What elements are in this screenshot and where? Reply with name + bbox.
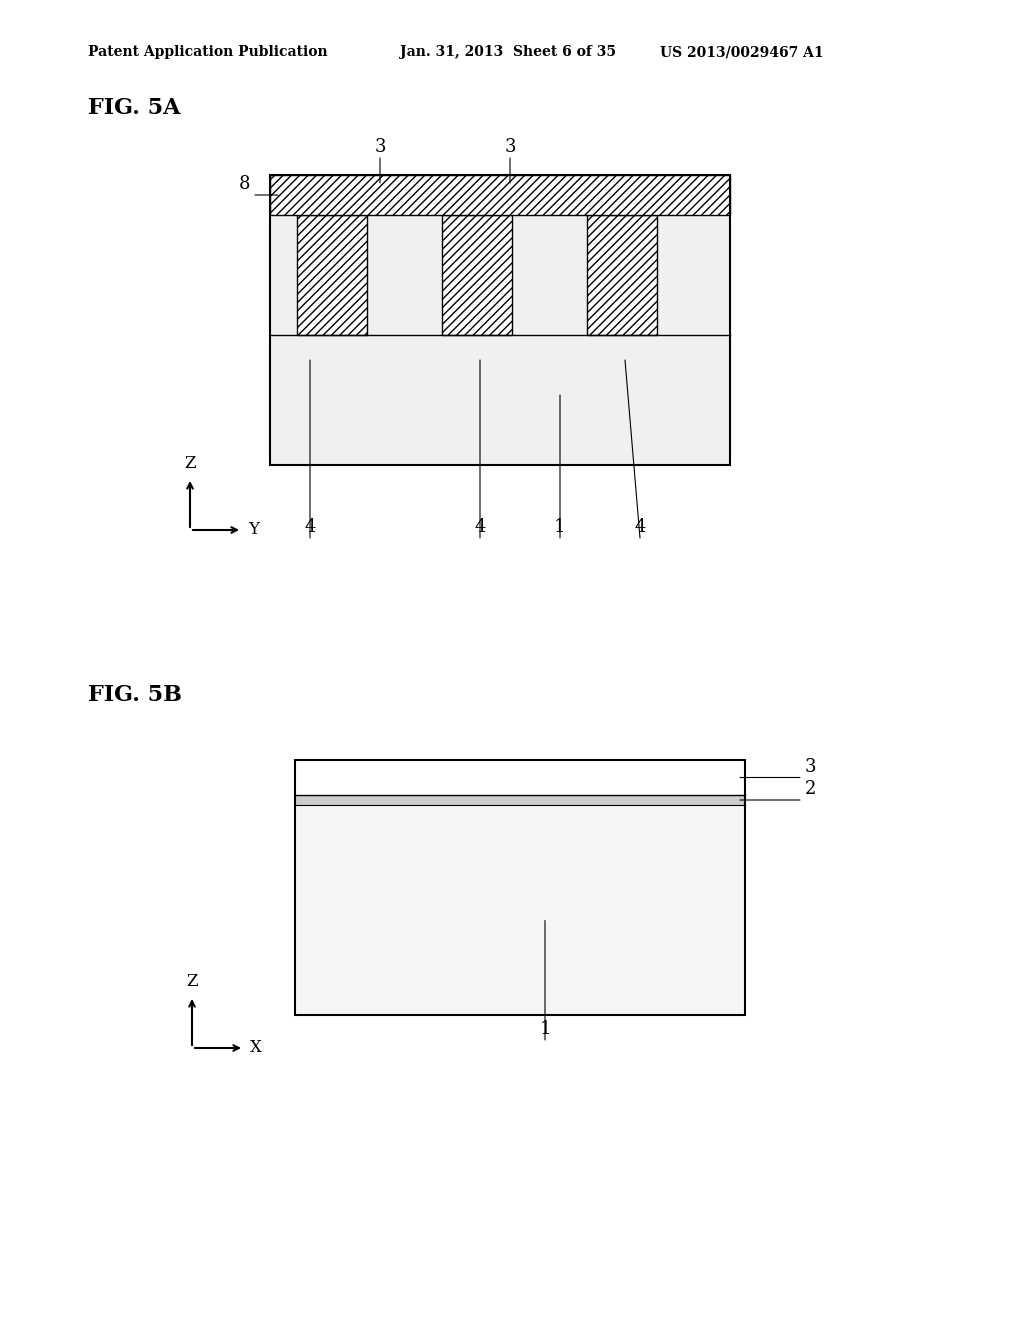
- Text: Y: Y: [248, 521, 259, 539]
- Bar: [297, 215, 367, 335]
- Text: US 2013/0029467 A1: US 2013/0029467 A1: [660, 45, 823, 59]
- Text: Jan. 31, 2013  Sheet 6 of 35: Jan. 31, 2013 Sheet 6 of 35: [400, 45, 616, 59]
- Text: Patent Application Publication: Patent Application Publication: [88, 45, 328, 59]
- Text: 4: 4: [634, 517, 646, 536]
- Bar: [295, 795, 745, 805]
- Text: 4: 4: [474, 517, 485, 536]
- Bar: [442, 215, 512, 335]
- Bar: [587, 215, 657, 335]
- Bar: [295, 805, 745, 1015]
- Text: Z: Z: [184, 455, 196, 473]
- Text: 3: 3: [504, 139, 516, 156]
- Text: 1: 1: [554, 517, 565, 536]
- Text: 3: 3: [374, 139, 386, 156]
- Bar: [270, 335, 730, 465]
- Text: 3: 3: [805, 758, 816, 776]
- Text: FIG. 5A: FIG. 5A: [88, 96, 180, 119]
- Bar: [270, 176, 730, 215]
- Text: FIG. 5B: FIG. 5B: [88, 684, 182, 706]
- Text: 4: 4: [304, 517, 315, 536]
- Text: Z: Z: [186, 973, 198, 990]
- Text: X: X: [250, 1040, 262, 1056]
- Bar: [295, 760, 745, 795]
- Bar: [270, 215, 730, 335]
- Text: 2: 2: [805, 780, 816, 799]
- Text: 8: 8: [239, 176, 250, 193]
- Text: 1: 1: [540, 1020, 551, 1038]
- Bar: [295, 760, 745, 1015]
- Bar: [270, 176, 730, 465]
